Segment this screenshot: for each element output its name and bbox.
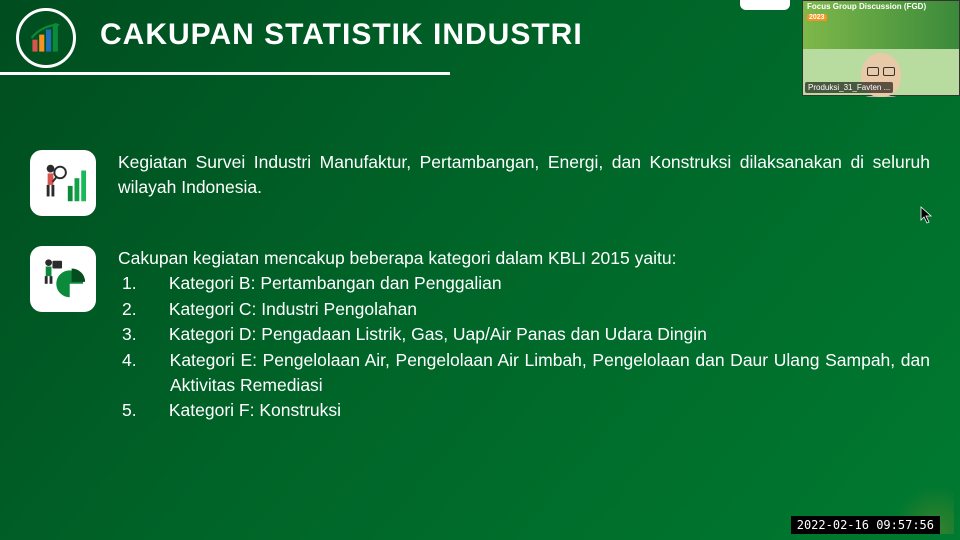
webcam-panel[interactable]: Focus Group Discussion (FGD) 2023 Produk… — [802, 0, 960, 96]
analyst-chart-icon — [30, 150, 96, 216]
list-item: 2. Kategori C: Industri Pengolahan — [146, 297, 930, 322]
timestamp-overlay: 2022-02-16 09:57:56 — [791, 516, 940, 534]
cursor-icon — [920, 206, 934, 224]
survey-scope-text: Kegiatan Survei Industri Manufaktur, Per… — [118, 150, 930, 216]
webcam-banner: Focus Group Discussion (FGD) 2023 — [803, 1, 959, 49]
kbli-list: 1. Kategori B: Pertambangan dan Penggali… — [118, 271, 930, 423]
logo-chart-icon — [16, 8, 76, 68]
webcam-banner-title: Focus Group Discussion (FGD) — [807, 3, 955, 12]
list-item: 3. Kategori D: Pengadaan Listrik, Gas, U… — [146, 322, 930, 347]
webcam-person: Produksi_31_Favten ... — [803, 49, 959, 95]
kbli-text-area: Cakupan kegiatan mencakup beberapa kateg… — [118, 246, 930, 424]
page-title: CAKUPAN STATISTIK INDUSTRI — [100, 18, 583, 52]
analyst-pie-icon — [30, 246, 96, 312]
list-item: 5. Kategori F: Konstruksi — [146, 398, 930, 423]
section-kbli-categories: Cakupan kegiatan mencakup beberapa kateg… — [30, 246, 930, 424]
slide-content: Kegiatan Survei Industri Manufaktur, Per… — [30, 150, 930, 454]
list-item: 1. Kategori B: Pertambangan dan Penggali… — [146, 271, 930, 296]
section-survey-scope: Kegiatan Survei Industri Manufaktur, Per… — [30, 150, 930, 216]
kbli-intro: Cakupan kegiatan mencakup beberapa kateg… — [118, 246, 930, 271]
list-item: 4. Kategori E: Pengelolaan Air, Pengelol… — [146, 348, 930, 399]
webcam-caption: Produksi_31_Favten ... — [805, 82, 893, 93]
top-tab-decoration — [740, 0, 790, 10]
webcam-banner-year: 2023 — [807, 14, 827, 22]
title-underline — [0, 72, 450, 75]
